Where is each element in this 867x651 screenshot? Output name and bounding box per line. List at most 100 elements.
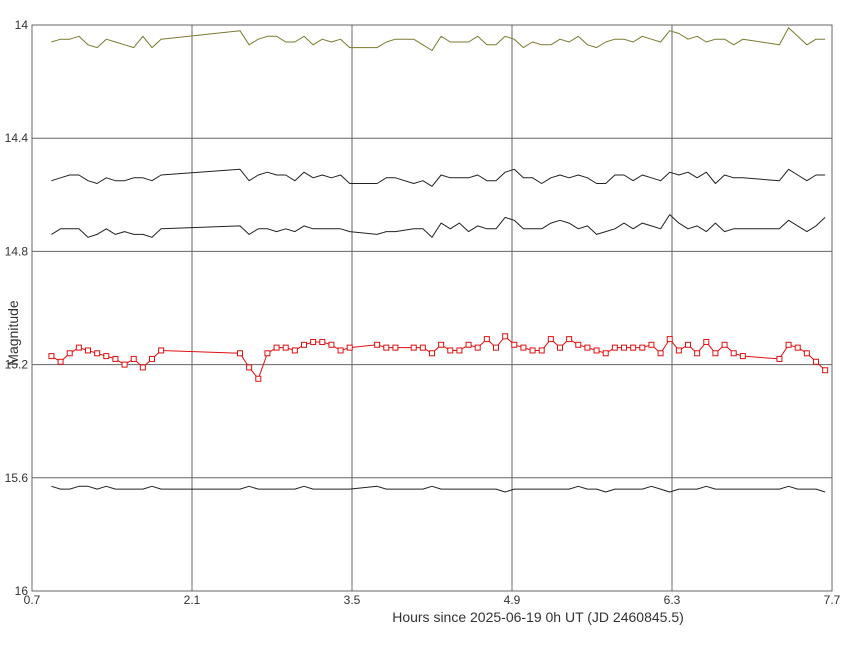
data-point-marker <box>94 350 101 357</box>
data-point-marker <box>474 344 481 351</box>
data-point-marker <box>694 350 701 357</box>
series-2 <box>51 168 826 187</box>
data-point-marker <box>685 341 691 348</box>
y-tick-label: 14.8 <box>5 244 29 258</box>
data-point-marker <box>264 350 271 357</box>
series-1 <box>51 27 826 51</box>
y-tick-label: 14.4 <box>5 131 29 145</box>
data-point-marker <box>493 344 499 351</box>
data-point-marker <box>785 341 792 348</box>
data-point-marker <box>639 344 646 351</box>
data-point-marker <box>57 358 64 365</box>
grid <box>31 24 833 592</box>
series-line <box>51 214 826 238</box>
data-point-marker <box>310 338 317 345</box>
data-point-marker <box>675 347 682 354</box>
series-line <box>51 485 826 493</box>
data-point-marker <box>139 364 146 371</box>
data-point-marker <box>301 341 307 348</box>
x-tick-label: 7.7 <box>824 593 841 607</box>
data-point-marker <box>465 341 472 348</box>
y-tick-label: 14 <box>15 18 29 32</box>
data-point-marker <box>776 355 783 362</box>
data-point-marker <box>48 353 55 360</box>
x-tick-label: 3.5 <box>344 593 361 607</box>
data-point-marker <box>291 347 298 354</box>
data-point-marker <box>575 341 582 348</box>
data-point-marker <box>374 341 381 348</box>
data-point-marker <box>429 350 435 357</box>
data-point-marker <box>511 341 518 348</box>
data-point-marker <box>85 347 91 354</box>
data-point-marker <box>721 341 728 348</box>
data-point-marker <box>703 338 710 345</box>
series-4 <box>48 333 829 382</box>
data-point-marker <box>557 344 563 351</box>
plot-frame <box>31 24 833 592</box>
data-point-marker <box>246 364 253 371</box>
data-point-marker <box>566 336 573 343</box>
data-point-marker <box>648 341 655 348</box>
data-point-marker <box>602 350 609 357</box>
data-point-marker <box>547 336 554 343</box>
data-point-marker <box>666 336 673 343</box>
data-point-marker <box>438 341 445 348</box>
data-point-marker <box>237 350 243 357</box>
data-point-marker <box>319 338 326 345</box>
data-point-marker <box>621 344 627 351</box>
x-tick-labels: 0.7 2.1 3.5 4.9 6.3 7.7 <box>24 593 841 607</box>
data-point-marker <box>273 344 280 351</box>
x-axis-label: Hours since 2025-06-19 0h UT (JD 2460845… <box>392 609 684 625</box>
data-point-marker <box>794 344 801 351</box>
x-tick-label: 6.3 <box>664 593 681 607</box>
series-line <box>51 27 826 51</box>
data-point-marker <box>130 355 137 362</box>
y-tick-label: 15.6 <box>5 471 29 485</box>
series-line <box>51 168 826 187</box>
data-point-marker <box>328 341 335 348</box>
y-tick-labels: 14 14.4 14.8 15.2 15.6 16 <box>5 18 29 598</box>
data-point-marker <box>121 361 128 368</box>
data-point-marker <box>520 344 527 351</box>
data-point-marker <box>529 347 536 354</box>
data-point-marker <box>712 350 719 357</box>
data-point-marker <box>383 344 390 351</box>
data-point-marker <box>813 358 819 365</box>
data-point-marker <box>611 344 618 351</box>
series-group <box>48 27 829 493</box>
data-point-marker <box>630 344 637 351</box>
series-5 <box>51 485 826 493</box>
data-point-marker <box>419 344 426 351</box>
data-point-marker <box>502 333 509 340</box>
data-point-marker <box>456 347 463 354</box>
data-point-marker <box>447 347 454 354</box>
y-axis-label: Magnitude <box>5 300 21 366</box>
data-point-marker <box>657 350 664 357</box>
data-point-marker <box>593 347 600 354</box>
data-point-marker <box>103 353 110 360</box>
x-tick-label: 4.9 <box>504 593 521 607</box>
data-point-marker <box>337 347 344 354</box>
data-point-marker <box>66 350 73 357</box>
data-point-marker <box>538 347 545 354</box>
data-point-marker <box>392 344 399 351</box>
data-point-marker <box>822 367 829 374</box>
x-tick-label: 0.7 <box>24 593 41 607</box>
data-point-marker <box>149 355 155 362</box>
data-point-marker <box>282 344 289 351</box>
data-point-marker <box>158 347 165 354</box>
data-point-marker <box>75 344 82 351</box>
y-tick-label: 16 <box>15 584 29 598</box>
data-point-marker <box>255 375 262 382</box>
data-point-marker <box>584 344 591 351</box>
data-point-marker <box>739 353 746 360</box>
y-tick-label: 15.2 <box>5 358 29 372</box>
data-point-marker <box>483 336 490 343</box>
series-3 <box>51 214 826 238</box>
data-point-marker <box>803 350 810 357</box>
data-point-marker <box>346 344 353 351</box>
data-point-marker <box>112 355 119 362</box>
data-point-marker <box>730 350 737 357</box>
x-tick-label: 2.1 <box>184 593 201 607</box>
